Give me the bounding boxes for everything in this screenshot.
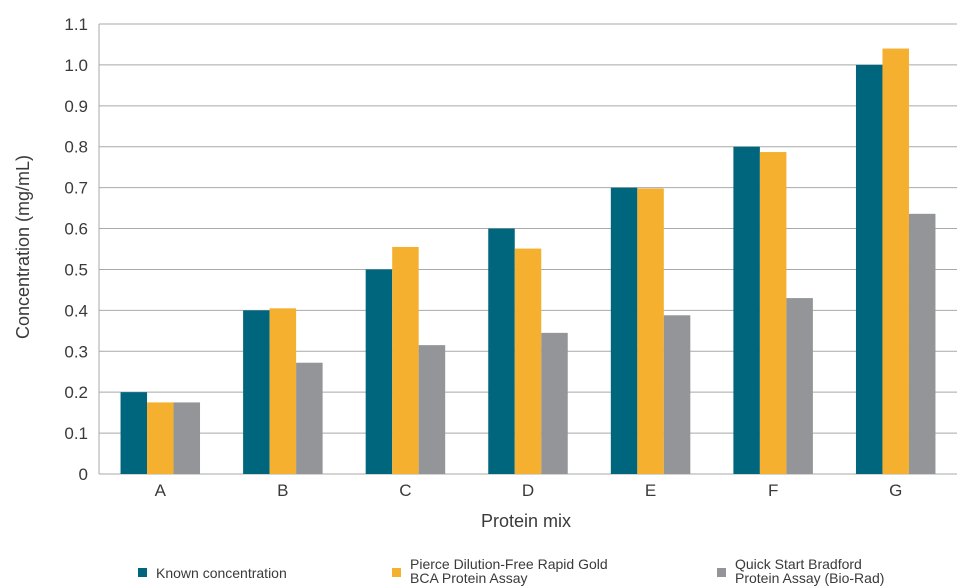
legend-label: Known concentration — [156, 565, 287, 581]
bar — [541, 332, 568, 474]
y-tick-label: 0.7 — [64, 179, 88, 198]
legend-swatch — [392, 568, 401, 577]
bar — [147, 402, 174, 474]
bar — [392, 246, 419, 474]
legend-label: Quick Start Bradford — [735, 556, 862, 572]
legend-swatch — [717, 568, 726, 577]
bar — [759, 152, 787, 474]
bar — [733, 146, 760, 474]
x-tick-label: E — [645, 481, 656, 500]
legend: Known concentration Pierce Dilution-Free … — [138, 556, 884, 586]
y-axis-ticks: 0 0.1 0.2 0.3 0.4 0.5 0.6 0.7 0.8 0.9 1.0 1.1 — [64, 15, 88, 484]
legend-label: Protein Assay (Bio-Rad) — [735, 570, 884, 586]
y-tick-label: 0.3 — [64, 342, 88, 361]
x-axis-ticks: A B C D E F G — [155, 481, 903, 500]
bar — [637, 188, 664, 475]
x-tick-label: B — [277, 481, 288, 500]
bar — [663, 315, 691, 474]
bar — [488, 228, 515, 474]
bar — [418, 345, 446, 474]
bars — [120, 48, 936, 475]
y-tick-label: 0.5 — [64, 260, 88, 279]
y-tick-label: 0.4 — [64, 301, 88, 320]
bar — [269, 308, 297, 474]
x-tick-label: A — [155, 481, 167, 500]
bar — [296, 362, 323, 474]
y-tick-label: 0.8 — [64, 138, 88, 157]
y-tick-label: 0.2 — [64, 383, 88, 402]
x-tick-label: G — [889, 481, 902, 500]
bar — [514, 248, 542, 474]
y-tick-label: 1.0 — [64, 56, 88, 75]
bar — [855, 64, 883, 474]
x-tick-label: C — [399, 481, 411, 500]
bar — [243, 310, 270, 474]
y-tick-label: 0.9 — [64, 97, 88, 116]
x-tick-label: D — [522, 481, 534, 500]
bar — [365, 269, 393, 474]
x-tick-label: F — [768, 481, 778, 500]
legend-label: BCA Protein Assay — [410, 570, 528, 586]
y-tick-label: 0.1 — [64, 424, 88, 443]
y-axis-title: Concentration (mg/mL) — [13, 155, 33, 339]
y-tick-label: 0 — [79, 465, 88, 484]
bar — [173, 402, 201, 474]
bar — [120, 392, 148, 474]
bar — [786, 298, 813, 474]
bar — [908, 213, 936, 474]
x-axis-title: Protein mix — [481, 511, 571, 531]
legend-label: Pierce Dilution-Free Rapid Gold — [410, 556, 608, 572]
y-tick-label: 0.6 — [64, 220, 88, 239]
bar — [610, 187, 638, 475]
bar — [882, 48, 909, 474]
legend-swatch — [138, 568, 147, 577]
y-tick-label: 1.1 — [64, 15, 88, 34]
